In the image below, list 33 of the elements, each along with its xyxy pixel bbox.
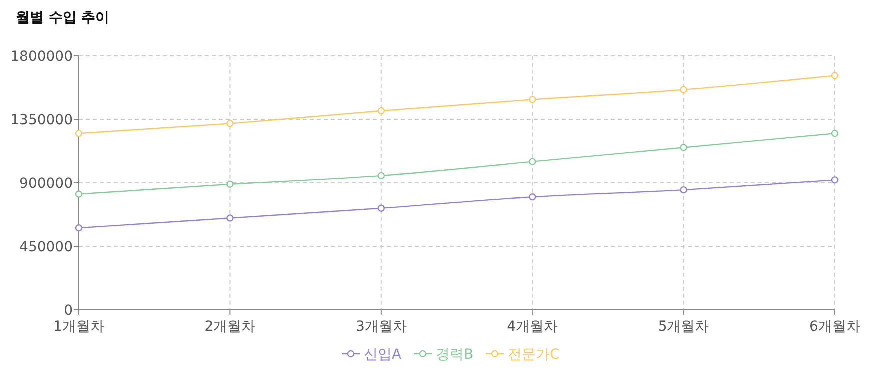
legend-label: 신입A [364, 346, 402, 363]
point [75, 190, 83, 198]
point [75, 130, 83, 138]
point [226, 180, 234, 188]
point [831, 176, 839, 184]
point [529, 96, 536, 104]
x-tick-label: 3개월차 [356, 319, 407, 335]
x-tick-label: 2개월차 [204, 319, 256, 335]
point [529, 158, 536, 166]
y-tick-label: 450000 [20, 239, 73, 256]
chart-title: 월별 수입 추이 [16, 10, 110, 26]
point [831, 130, 839, 138]
y-tick-label: 0 [64, 302, 73, 319]
y-tick-label: 1350000 [10, 112, 73, 128]
y-tick-label: 900000 [20, 176, 73, 192]
x-tick-label: 5개월차 [658, 319, 710, 335]
point [378, 107, 385, 115]
x-tick-label: 1개월차 [54, 319, 104, 335]
point [680, 144, 688, 152]
point [378, 172, 385, 180]
legend-label: 경력B [436, 346, 474, 363]
point [226, 120, 234, 128]
y-tick-label: 1800000 [10, 48, 73, 65]
point [378, 204, 385, 212]
point [831, 72, 839, 80]
point [529, 194, 536, 201]
x-tick-label: 6개월차 [810, 319, 860, 335]
point [680, 86, 688, 94]
point [75, 224, 83, 232]
point [680, 186, 688, 194]
point [226, 214, 234, 222]
legend-label: 전문가C [508, 346, 560, 363]
x-tick-label: 4개월차 [507, 319, 558, 335]
